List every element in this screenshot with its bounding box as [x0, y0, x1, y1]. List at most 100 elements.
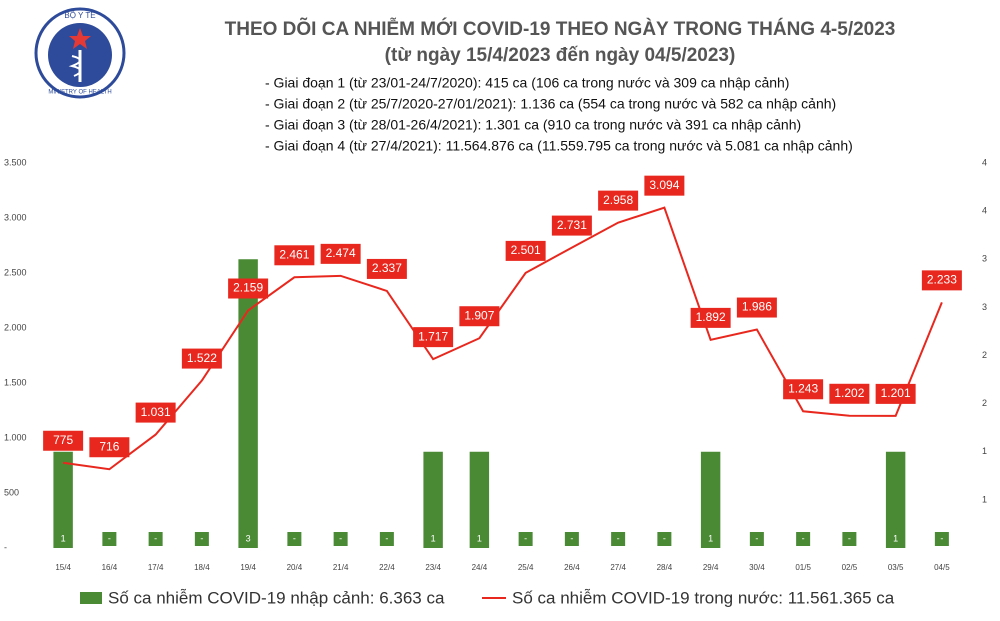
line-label: 1.717: [418, 329, 448, 343]
line-label-bg: [89, 437, 130, 458]
line-label: 1.201: [881, 386, 911, 400]
line-label: 2.501: [511, 243, 541, 257]
line-label: 1.031: [141, 405, 171, 419]
x-tick-label: 22/4: [379, 563, 395, 572]
line-label: 1.522: [187, 351, 217, 365]
x-tick-label: 19/4: [240, 563, 256, 572]
y2-tick-label: 1: [982, 446, 987, 456]
bar-label: 1: [431, 533, 436, 543]
bar-label-bg: [564, 532, 579, 546]
bar: [53, 451, 73, 548]
logo: BỘ Y TẾ MINISTRY OF HEALTH: [34, 7, 126, 99]
x-tick-label: 04/5: [934, 563, 950, 572]
y2-tick-label: 1: [982, 494, 987, 504]
x-tick-label: 24/4: [472, 563, 488, 572]
line-label-bg: [366, 258, 407, 279]
y-tick-label: 3.000: [4, 212, 27, 222]
chart-title: THEO DÕI CA NHIỄM MỚI COVID-19 THEO NGÀY…: [225, 18, 896, 40]
y-tick-label: 500: [4, 487, 19, 497]
bar-label-bg: [934, 532, 949, 546]
x-tick-label: 17/4: [148, 563, 164, 572]
line-label: 2.731: [557, 218, 587, 232]
line-label: 1.986: [742, 300, 772, 314]
bar-label-bg: [194, 532, 209, 546]
bar-label: -: [339, 533, 342, 543]
logo-text: MINISTRY OF HEALTH: [48, 90, 111, 96]
y2-tick-label: 3: [982, 254, 987, 264]
bar-label-bg: [842, 532, 857, 546]
line-label: 2.474: [326, 246, 356, 260]
x-tick-label: 01/5: [795, 563, 811, 572]
line-label-bg: [783, 379, 824, 400]
line-label-bg: [829, 383, 870, 404]
line-label-bg: [459, 306, 500, 327]
bar-label: -: [385, 533, 388, 543]
annotation: - Giai đoạn 4 (từ 27/4/2021): 11.564.876…: [265, 138, 853, 154]
y-tick-label: 1.500: [4, 377, 27, 387]
y-tick-label: 2.000: [4, 322, 27, 332]
x-tick-label: 30/4: [749, 563, 765, 572]
line-label-bg: [320, 243, 361, 264]
y2-tick-label: 2: [982, 398, 987, 408]
bar-label: -: [848, 533, 851, 543]
line-label-bg: [644, 175, 685, 196]
line-label: 2.337: [372, 261, 402, 275]
y-tick-label: -: [4, 542, 7, 552]
x-tick-label: 03/5: [888, 563, 904, 572]
line-label: 2.233: [927, 273, 957, 287]
x-tick-label: 20/4: [287, 563, 303, 572]
y-tick-label: 1.000: [4, 432, 27, 442]
bar-label-bg: [148, 532, 163, 546]
bar-label: -: [940, 533, 943, 543]
line-label-bg: [135, 402, 176, 423]
bar-label-bg: [611, 532, 626, 546]
bar-label-bg: [379, 532, 394, 546]
line: [62, 206, 943, 471]
bar-label: 1: [61, 533, 66, 543]
bar-label-bg: [796, 532, 811, 546]
bar-label: -: [802, 533, 805, 543]
bar-label: -: [570, 533, 573, 543]
bar-label: -: [524, 533, 527, 543]
bar-label-bg: [749, 532, 764, 546]
bar: [885, 451, 906, 548]
bar-label: -: [200, 533, 203, 543]
x-tick-label: 02/5: [842, 563, 858, 572]
bar-label: -: [617, 533, 620, 543]
x-tick-label: 23/4: [425, 563, 441, 572]
y2-tick-label: 4: [982, 206, 987, 216]
bar-label-bg: [518, 532, 533, 546]
legend-label: Số ca nhiễm COVID-19 nhập cảnh: 6.363 ca: [108, 588, 445, 607]
bar-label-bg: [426, 532, 441, 546]
bar: [423, 451, 443, 548]
bar-label: 1: [708, 533, 713, 543]
bar-label: -: [108, 533, 111, 543]
x-tick-label: 28/4: [657, 563, 673, 572]
line-label-bg: [690, 307, 731, 328]
y-tick-label: 2.500: [4, 267, 27, 277]
annotation: - Giai đoạn 1 (từ 23/01-24/7/2020): 415 …: [265, 75, 789, 91]
bar-label: -: [154, 533, 157, 543]
annotation: - Giai đoạn 3 (từ 28/01-26/4/2021): 1.30…: [265, 117, 801, 133]
bar-label-bg: [472, 532, 487, 546]
bar-label-bg: [333, 532, 348, 546]
x-tick-label: 21/4: [333, 563, 349, 572]
bar-label-bg: [657, 532, 672, 546]
line-label: 1.907: [464, 308, 494, 322]
bar-label-bg: [888, 532, 903, 546]
line-label: 716: [99, 439, 119, 453]
y2-tick-label: 4: [982, 157, 987, 167]
bar-label: -: [755, 533, 758, 543]
line-label: 775: [53, 433, 73, 447]
bar: [700, 451, 721, 548]
line-label: 2.958: [603, 193, 633, 207]
x-tick-label: 26/4: [564, 563, 580, 572]
annotation: - Giai đoạn 2 (từ 25/7/2020-27/01/2021):…: [265, 96, 836, 112]
line-label: 2.159: [233, 281, 263, 295]
line-label-bg: [505, 240, 546, 261]
line-label: 3.094: [649, 178, 679, 192]
chart-subtitle: (từ ngày 15/4/2023 đến ngày 04/5/2023): [385, 45, 736, 66]
bar-label: -: [663, 533, 666, 543]
logo-text: BỘ Y TẾ: [64, 10, 95, 20]
x-tick-label: 29/4: [703, 563, 719, 572]
